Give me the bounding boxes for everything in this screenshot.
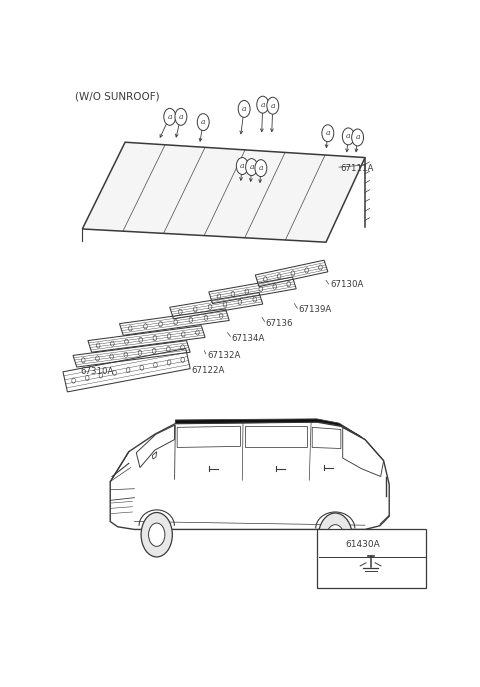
Circle shape: [246, 159, 258, 176]
Circle shape: [164, 109, 176, 125]
Polygon shape: [175, 419, 361, 437]
Text: a: a: [168, 113, 172, 121]
Circle shape: [352, 129, 363, 146]
Polygon shape: [83, 142, 365, 243]
Circle shape: [322, 125, 334, 142]
Text: 67122A: 67122A: [191, 366, 224, 375]
Text: (W/O SUNROOF): (W/O SUNROOF): [75, 92, 159, 102]
Circle shape: [197, 113, 209, 131]
Text: 61430A: 61430A: [345, 540, 380, 550]
Text: a: a: [259, 164, 263, 172]
Circle shape: [342, 128, 354, 145]
Text: 67111A: 67111A: [341, 164, 374, 172]
Text: 67132A: 67132A: [207, 351, 240, 360]
Circle shape: [236, 157, 248, 174]
Circle shape: [238, 100, 250, 117]
Circle shape: [267, 98, 279, 114]
Circle shape: [255, 159, 267, 177]
Text: a: a: [271, 102, 275, 110]
Text: a: a: [331, 541, 336, 549]
Text: a: a: [249, 163, 254, 171]
Circle shape: [257, 96, 269, 113]
Text: a: a: [179, 113, 183, 121]
Text: 67136: 67136: [266, 319, 293, 328]
Text: a: a: [325, 129, 330, 137]
FancyBboxPatch shape: [317, 530, 426, 587]
Circle shape: [175, 109, 187, 125]
Text: a: a: [346, 133, 350, 140]
Text: a: a: [201, 118, 205, 126]
Text: a: a: [242, 105, 246, 113]
Text: 67134A: 67134A: [232, 334, 265, 343]
Text: a: a: [355, 133, 360, 142]
Circle shape: [326, 525, 344, 550]
Circle shape: [318, 513, 352, 562]
Text: 67310A: 67310A: [81, 368, 114, 376]
Text: 67130A: 67130A: [330, 280, 363, 289]
Circle shape: [141, 513, 172, 557]
Text: a: a: [261, 101, 265, 109]
Circle shape: [327, 536, 340, 554]
Circle shape: [148, 523, 165, 546]
Text: 67139A: 67139A: [299, 305, 332, 314]
Text: a: a: [240, 162, 244, 170]
